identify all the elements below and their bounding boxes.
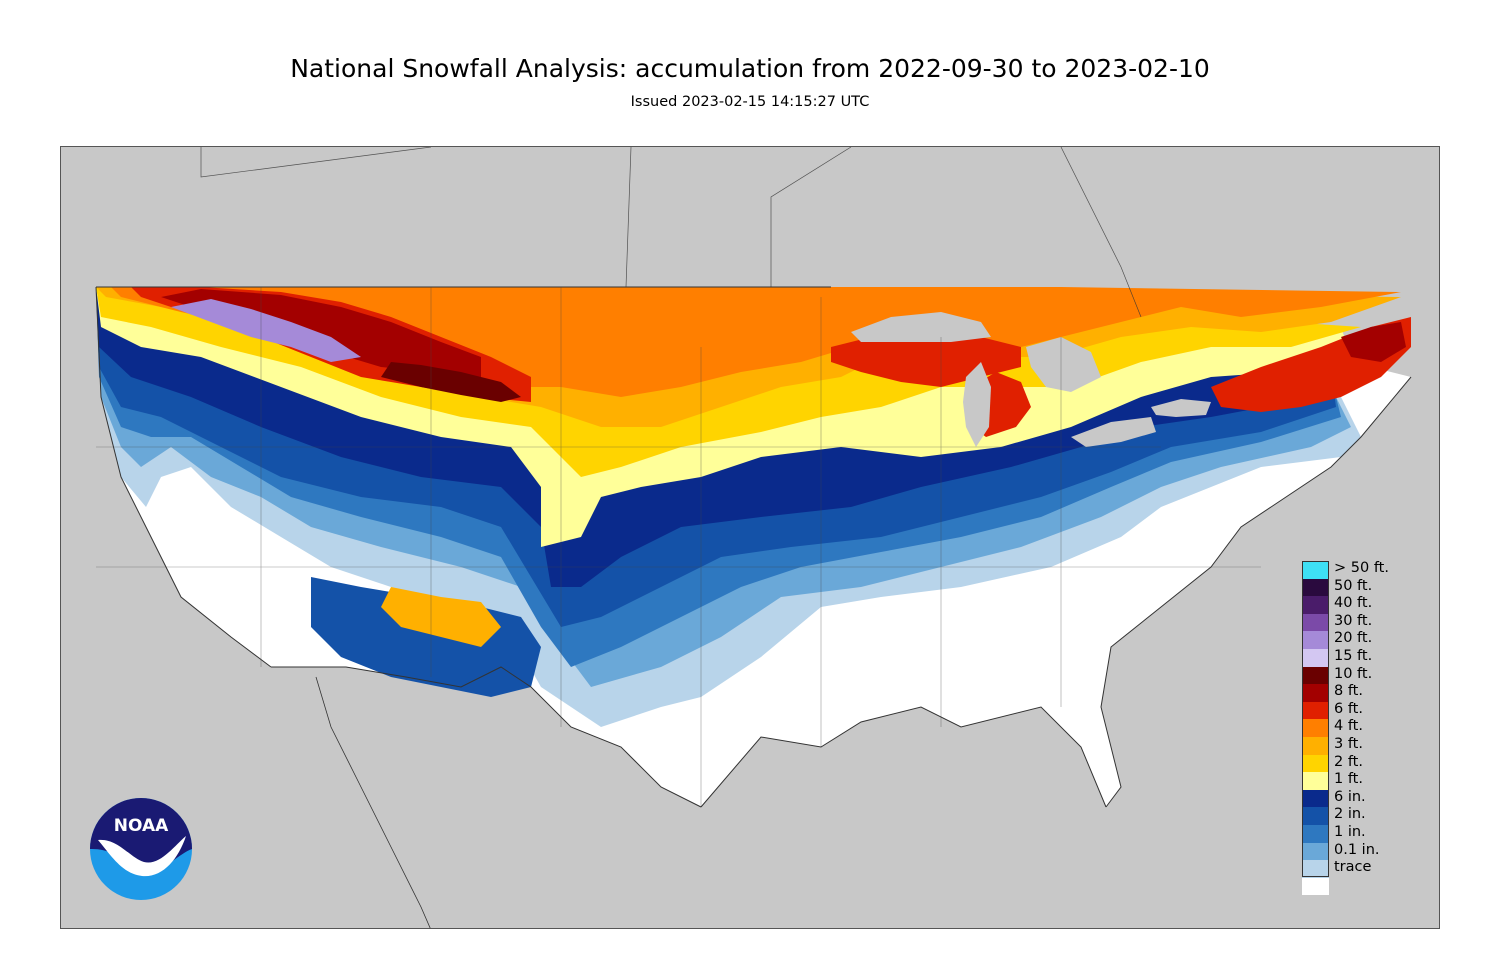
- legend-label: 2 in.: [1334, 806, 1366, 823]
- legend-label: 0.1 in.: [1334, 841, 1380, 858]
- legend-swatch: [1302, 772, 1329, 790]
- legend-item: 1 ft.: [1302, 771, 1422, 790]
- legend-label: 1 in.: [1334, 823, 1366, 840]
- legend-label: 8 ft.: [1334, 683, 1363, 700]
- legend-label: 20 ft.: [1334, 630, 1373, 647]
- canada-outline: [200, 147, 1142, 318]
- baja-outline: [315, 676, 431, 928]
- legend-item: 1 in.: [1302, 823, 1422, 843]
- legend-label: 40 ft.: [1334, 595, 1373, 612]
- southwest-six-inch-region: [311, 577, 541, 697]
- lake-ontario: [1151, 399, 1211, 417]
- legend-swatch: [1302, 613, 1329, 632]
- legend-swatch: [1302, 596, 1329, 614]
- legend-item: 2 in.: [1302, 806, 1422, 825]
- legend-item: 30 ft.: [1302, 612, 1422, 632]
- legend-item: > 50 ft.: [1302, 560, 1422, 579]
- legend-label: 15 ft.: [1334, 647, 1373, 664]
- legend-item: 50 ft.: [1302, 577, 1422, 597]
- legend-label: 30 ft.: [1334, 612, 1373, 629]
- legend-swatch: [1302, 578, 1329, 597]
- legend-swatch: [1302, 684, 1329, 702]
- legend-label: 4 ft.: [1334, 718, 1363, 735]
- legend-swatch: [1302, 631, 1329, 649]
- ten-foot-northeast-region: [1341, 322, 1406, 362]
- fifteen-foot-rockies-region: [381, 362, 521, 402]
- legend-label: 3 ft.: [1334, 735, 1363, 752]
- legend-item: 15 ft.: [1302, 647, 1422, 667]
- legend-swatch: [1302, 789, 1329, 808]
- mexico-border: [271, 666, 702, 808]
- legend-label: > 50 ft.: [1334, 560, 1389, 576]
- legend-swatch: [1302, 877, 1329, 896]
- legend-label: trace: [1334, 859, 1372, 876]
- snowfall-legend: > 50 ft. 50 ft. 40 ft. 30 ft. 20 ft. 15 ft. 10…: [1302, 560, 1422, 896]
- coastline-west: [95, 286, 272, 668]
- legend-label: 2 ft.: [1334, 753, 1363, 770]
- legend-item: 10 ft.: [1302, 665, 1422, 685]
- legend-swatch: [1302, 648, 1329, 667]
- lake-superior: [851, 312, 991, 342]
- legend-item: [1302, 877, 1422, 896]
- legend-label: 50 ft.: [1334, 577, 1373, 594]
- legend-swatch: [1302, 807, 1329, 825]
- noaa-logo-text: NOAA: [114, 816, 169, 836]
- southwest-four-foot-streak: [381, 587, 501, 647]
- legend-item: 0.1 in.: [1302, 841, 1422, 861]
- coastline-east: [1100, 376, 1412, 808]
- coastline-gulf: [700, 706, 1107, 808]
- legend-swatch: [1302, 719, 1329, 737]
- legend-swatch: [1302, 701, 1329, 720]
- issued-timestamp: Issued 2023-02-15 14:15:27 UTC: [630, 94, 870, 110]
- legend-swatch: [1302, 842, 1329, 861]
- legend-swatch: [1302, 754, 1329, 773]
- lake-michigan: [963, 362, 991, 447]
- legend-swatch: [1302, 736, 1329, 755]
- legend-label: 6 in.: [1334, 788, 1366, 805]
- legend-label: 10 ft.: [1334, 665, 1373, 682]
- legend-item: 20 ft.: [1302, 630, 1422, 649]
- legend-item: 8 ft.: [1302, 683, 1422, 702]
- legend-item: trace: [1302, 859, 1422, 878]
- legend-label: 6 ft.: [1334, 700, 1363, 717]
- legend-item: 40 ft.: [1302, 595, 1422, 614]
- snowfall-map-canvas: [95, 147, 1412, 928]
- legend-swatch: [1302, 824, 1329, 843]
- legend-swatch: [1302, 860, 1329, 878]
- noaa-logo-icon: NOAA: [88, 796, 194, 902]
- map-title: National Snowfall Analysis: accumulation…: [290, 54, 1210, 83]
- legend-item: 2 ft.: [1302, 753, 1422, 773]
- legend-item: 4 ft.: [1302, 718, 1422, 737]
- legend-label: 1 ft.: [1334, 771, 1363, 788]
- legend-swatch: [1302, 666, 1329, 685]
- legend-item: 6 ft.: [1302, 700, 1422, 720]
- legend-item: 3 ft.: [1302, 735, 1422, 755]
- legend-item: 6 in.: [1302, 788, 1422, 808]
- lake-erie: [1071, 417, 1156, 447]
- snowfall-map: [60, 146, 1440, 929]
- lake-huron: [1026, 337, 1101, 392]
- legend-swatch: [1302, 561, 1329, 579]
- twenty-foot-west-region: [171, 299, 361, 362]
- state-boundaries: [96, 287, 1261, 807]
